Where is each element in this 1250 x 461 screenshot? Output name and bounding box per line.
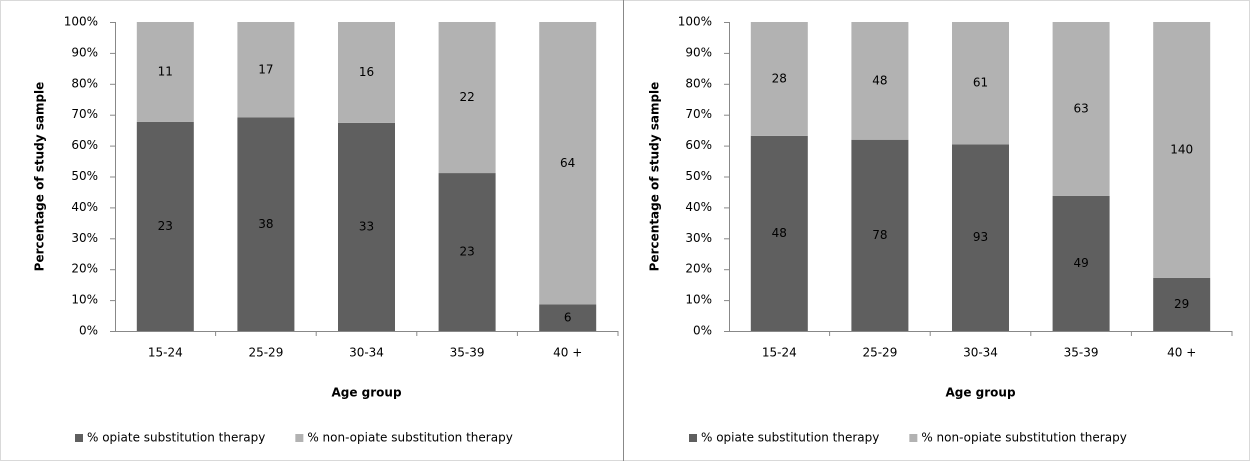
- legend-label: % non-opiate substitution therapy: [921, 431, 1126, 445]
- x-axis-title: Age group: [945, 386, 1015, 400]
- y-tick-label: 40%: [685, 200, 712, 214]
- y-tick-label: 60%: [71, 138, 98, 152]
- y-tick-label: 70%: [71, 107, 98, 121]
- x-tick-label: 15-24: [148, 346, 183, 360]
- legend-label: % opiate substitution therapy: [87, 431, 265, 445]
- y-tick-label: 100%: [64, 15, 98, 29]
- data-label: 78: [872, 228, 887, 242]
- y-tick-label: 60%: [685, 138, 712, 152]
- data-label: 23: [158, 219, 173, 233]
- y-tick-label: 0%: [693, 324, 712, 338]
- data-label: 17: [258, 62, 273, 76]
- x-tick-label: 35-39: [1064, 346, 1099, 360]
- y-tick-label: 80%: [71, 76, 98, 90]
- data-label: 140: [1170, 142, 1193, 156]
- bar-segment: [539, 22, 597, 305]
- data-label: 38: [258, 217, 273, 231]
- data-label: 63: [1073, 101, 1088, 115]
- bar-segment: [438, 173, 496, 331]
- legend-swatch: [689, 434, 697, 442]
- bar-segment: [539, 304, 597, 331]
- x-tick-label: 25-29: [248, 346, 283, 360]
- bar-segment: [952, 22, 1009, 145]
- x-tick-label: 25-29: [862, 346, 897, 360]
- y-tick-label: 80%: [685, 76, 712, 90]
- legend-swatch: [909, 434, 918, 442]
- bar-segment: [851, 22, 909, 140]
- y-tick-label: 20%: [685, 262, 712, 276]
- legend-label: % non-opiate substitution therapy: [307, 431, 512, 445]
- y-tick-label: 90%: [685, 45, 712, 59]
- y-axis-title: Percentage of study sample: [33, 82, 47, 272]
- data-label: 6: [564, 310, 572, 324]
- y-tick-label: 30%: [71, 231, 98, 245]
- bar-segment: [1052, 22, 1110, 196]
- y-tick-label: 20%: [71, 262, 98, 276]
- bar-segment: [136, 22, 194, 122]
- bar-segment: [1153, 22, 1211, 278]
- y-tick-label: 40%: [71, 200, 98, 214]
- legend-swatch: [295, 434, 304, 442]
- data-label: 11: [158, 64, 173, 78]
- data-label: 16: [359, 65, 374, 79]
- data-label: 93: [973, 230, 988, 244]
- x-axis-title: Age group: [331, 386, 401, 400]
- data-label: 61: [973, 76, 988, 90]
- y-tick-label: 70%: [685, 107, 712, 121]
- bar-segment: [438, 22, 496, 174]
- y-tick-label: 50%: [71, 169, 98, 183]
- bar-segment: [338, 122, 395, 332]
- data-label: 23: [459, 245, 474, 259]
- y-tick-label: 10%: [71, 293, 98, 307]
- bar-segment: [1153, 277, 1211, 331]
- x-tick-label: 40 +: [553, 346, 582, 360]
- data-label: 29: [1174, 297, 1189, 311]
- y-tick-label: 30%: [685, 231, 712, 245]
- bar-segment: [338, 22, 395, 123]
- bar-segment: [1052, 195, 1110, 331]
- data-label: 33: [359, 219, 374, 233]
- data-label: 22: [459, 90, 474, 104]
- x-tick-label: 15-24: [762, 346, 797, 360]
- y-tick-label: 90%: [71, 45, 98, 59]
- bar-segment: [136, 121, 194, 332]
- data-label: 48: [772, 226, 787, 240]
- legend-label: % opiate substitution therapy: [701, 431, 879, 445]
- data-label: 48: [872, 73, 887, 87]
- legend-swatch: [75, 434, 83, 442]
- bar-segment: [750, 22, 808, 136]
- y-axis-title: Percentage of study sample: [648, 82, 662, 272]
- data-label: 28: [772, 71, 787, 85]
- x-tick-label: 30-34: [349, 346, 384, 360]
- y-tick-label: 100%: [678, 15, 712, 29]
- bar-segment: [237, 117, 295, 331]
- y-tick-label: 0%: [79, 324, 98, 338]
- bar-segment: [851, 139, 909, 331]
- x-tick-label: 40 +: [1167, 346, 1196, 360]
- data-label: 64: [560, 156, 575, 170]
- x-tick-label: 35-39: [450, 346, 485, 360]
- y-tick-label: 50%: [685, 169, 712, 183]
- bar-segment: [750, 135, 808, 331]
- y-tick-label: 10%: [685, 293, 712, 307]
- data-label: 49: [1073, 256, 1088, 270]
- bar-segment: [952, 144, 1009, 331]
- x-tick-label: 30-34: [963, 346, 998, 360]
- bar-segment: [237, 22, 295, 118]
